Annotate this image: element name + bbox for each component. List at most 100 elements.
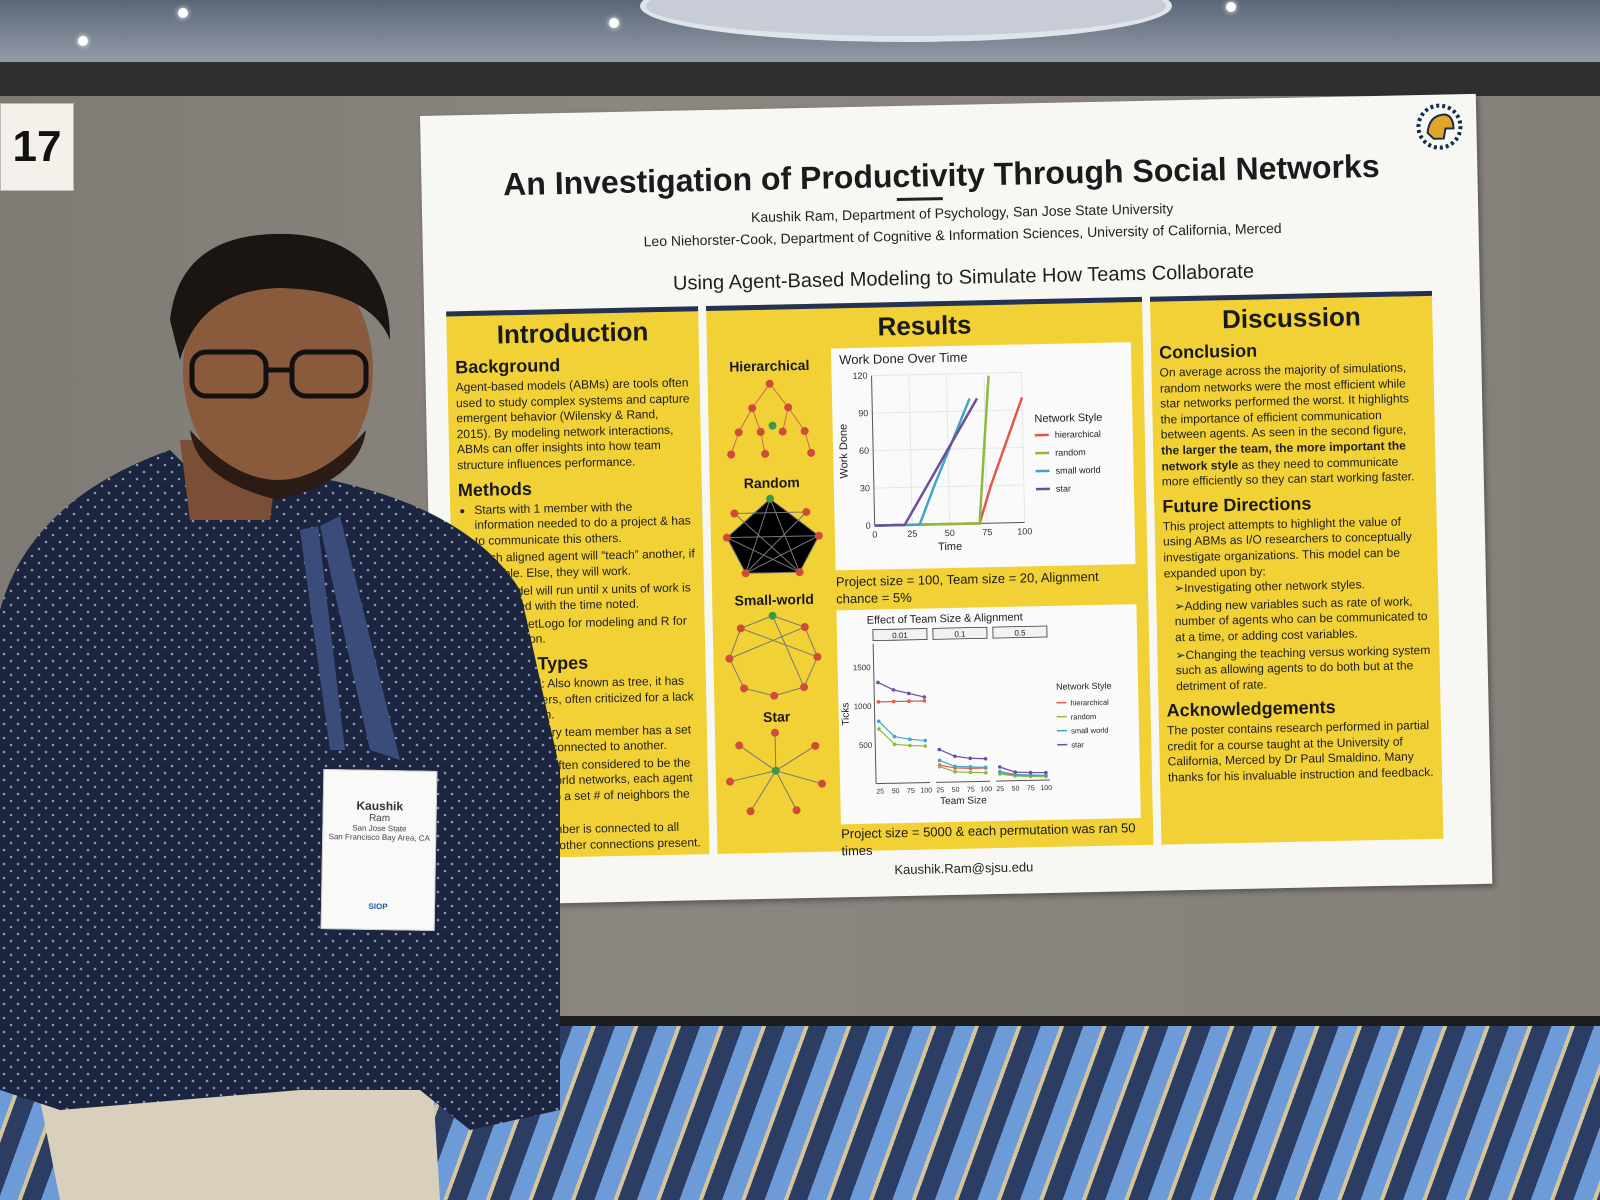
y-tick-label: 60 bbox=[859, 446, 869, 456]
data-point bbox=[908, 737, 912, 742]
data-point bbox=[907, 699, 911, 704]
small-world-network-diagram bbox=[725, 611, 822, 700]
title-rule bbox=[896, 197, 943, 202]
facet-label: 0.1 bbox=[954, 630, 966, 639]
spartan-logo-icon bbox=[1416, 103, 1463, 150]
data-point bbox=[953, 754, 957, 759]
data-point bbox=[1044, 773, 1048, 778]
x-axis bbox=[936, 780, 991, 783]
series-line-random bbox=[878, 728, 926, 747]
x-tick-label: 25 bbox=[936, 787, 944, 794]
data-point bbox=[983, 765, 988, 770]
data-point bbox=[968, 756, 973, 761]
x-tick-label: 75 bbox=[1027, 785, 1035, 792]
chart-title: Work Done Over Time bbox=[839, 350, 968, 368]
data-point bbox=[953, 770, 957, 774]
results-caption-2: Project size = 5000 & each permutation w… bbox=[840, 820, 1136, 859]
legend-label: small world bbox=[1055, 465, 1100, 476]
legend-title: Network Style bbox=[1056, 681, 1112, 692]
future-directions-list: Investigating other network styles. Addi… bbox=[1164, 576, 1432, 695]
legend-label: star bbox=[1056, 483, 1071, 493]
x-axis-label: Team Size bbox=[940, 795, 987, 807]
data-point bbox=[908, 743, 912, 748]
lanyard bbox=[320, 516, 400, 760]
y-tick-label: 120 bbox=[852, 371, 867, 381]
discussion-column: Discussion Conclusion On average across … bbox=[1149, 290, 1444, 845]
y-axis-label: Ticks bbox=[840, 703, 851, 726]
data-point bbox=[983, 756, 988, 761]
data-point bbox=[953, 764, 957, 769]
data-point bbox=[922, 695, 927, 699]
data-point bbox=[937, 747, 942, 752]
ceiling-light bbox=[1226, 2, 1236, 12]
x-tick-label: 75 bbox=[982, 527, 992, 537]
y-axis bbox=[872, 643, 877, 784]
x-tick-label: 25 bbox=[876, 788, 884, 795]
data-point bbox=[907, 691, 911, 696]
data-point bbox=[891, 688, 896, 692]
series-line-hierarchical bbox=[878, 700, 925, 703]
random-network-diagram bbox=[722, 494, 823, 578]
x-tick-label: 75 bbox=[907, 788, 915, 795]
work-done-chart: Work Done Over Time 0 25 50 75 100 0 30 60 90 120 T… bbox=[830, 342, 1136, 571]
x-tick-label: 0 bbox=[872, 530, 877, 540]
y-gridline bbox=[872, 409, 1023, 414]
x-tick-label: 100 bbox=[1017, 526, 1032, 536]
results-caption-1: Project size = 100, Team size = 20, Alig… bbox=[835, 568, 1099, 607]
series-line-small-world bbox=[939, 759, 986, 768]
series-line-small-world bbox=[999, 771, 1046, 776]
conclusion-heading: Conclusion bbox=[1158, 340, 1258, 363]
team-size-chart-svg: Effect of Team Size & Alignment 500 1000 15… bbox=[840, 611, 1112, 807]
name-badge: Kaushik Ram San Jose State San Francisco… bbox=[320, 769, 438, 931]
series-line-random bbox=[999, 773, 1046, 778]
future-directions-heading: Future Directions bbox=[1162, 493, 1312, 517]
star-network-diagram bbox=[726, 728, 827, 816]
x-tick-label: 50 bbox=[1012, 786, 1020, 793]
facet-strip bbox=[932, 626, 988, 640]
booth-rail bbox=[0, 62, 1600, 98]
y-tick-label: 1000 bbox=[854, 702, 873, 711]
legend-label: random bbox=[1055, 447, 1086, 458]
presenter-beard bbox=[190, 430, 366, 500]
y-tick-label: 30 bbox=[860, 483, 870, 493]
chart-title: Effect of Team Size & Alignment bbox=[867, 611, 1023, 626]
results-heading: Results bbox=[877, 309, 972, 342]
ceiling-light bbox=[178, 8, 188, 18]
facet-label: 0.5 bbox=[1014, 628, 1026, 637]
series-line-random bbox=[874, 375, 990, 527]
data-point bbox=[922, 699, 927, 703]
data-point bbox=[877, 727, 881, 731]
presenter-photo bbox=[0, 233, 560, 1200]
x-tick-label: 25 bbox=[996, 786, 1004, 793]
series-line-star bbox=[939, 749, 986, 760]
badge-event: SIOP bbox=[368, 901, 388, 912]
legend-label: hierarchical bbox=[1055, 429, 1101, 440]
network-diagrams: Hierarchical Random Small-world Star bbox=[711, 353, 837, 823]
discussion-heading: Discussion bbox=[1221, 301, 1362, 335]
y-axis bbox=[871, 375, 876, 526]
ceiling-light bbox=[78, 36, 88, 46]
conclusion-text-a: On average across the majority of simula… bbox=[1159, 360, 1410, 442]
data-point bbox=[876, 680, 880, 685]
y-axis-label: Work Done bbox=[838, 424, 851, 479]
ceiling bbox=[0, 0, 1600, 70]
series-line-hierarchical bbox=[939, 764, 986, 769]
x-axis bbox=[996, 779, 1051, 782]
ceiling-ring bbox=[640, 0, 1172, 42]
hierarchical-network-diagram bbox=[727, 379, 816, 459]
x-axis bbox=[876, 781, 931, 785]
poster-subtitle: Using Agent-Based Modeling to Simulate H… bbox=[672, 260, 1255, 295]
legend-label: random bbox=[1071, 712, 1097, 722]
x-tick-label: 100 bbox=[980, 786, 992, 793]
facet-strip bbox=[992, 625, 1048, 639]
research-poster: An Investigation of Productivity Through… bbox=[420, 93, 1493, 906]
data-point bbox=[891, 699, 896, 704]
data-point bbox=[1013, 770, 1018, 774]
legend-label: star bbox=[1071, 740, 1084, 749]
booth-number-sign: 17 bbox=[0, 103, 74, 191]
data-point bbox=[937, 764, 942, 769]
future-item: Changing the teaching versus working sys… bbox=[1175, 642, 1432, 694]
data-point bbox=[923, 744, 928, 748]
series-line-small-world bbox=[874, 398, 971, 527]
x-tick-label: 100 bbox=[1040, 785, 1052, 792]
